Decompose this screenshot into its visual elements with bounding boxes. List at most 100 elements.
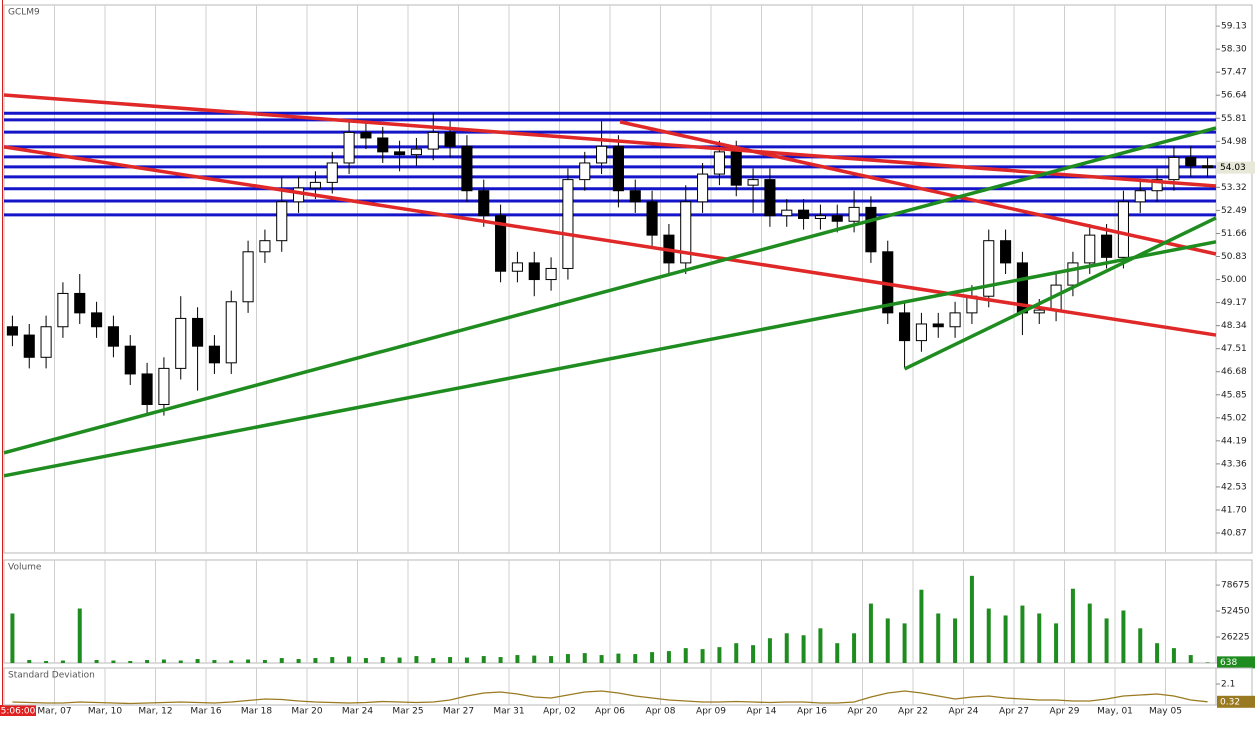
candle-body xyxy=(899,312,911,342)
y-tick-label: 26225 xyxy=(1221,633,1250,643)
candle-body xyxy=(781,209,793,217)
volume-bar xyxy=(161,659,166,663)
volume-bar xyxy=(666,651,671,663)
volume-bar xyxy=(767,638,772,663)
candle-body xyxy=(764,179,776,217)
candle-body xyxy=(394,151,406,156)
candle-body xyxy=(983,240,995,297)
y-tick-label: 50.83 xyxy=(1221,252,1247,262)
volume-bar xyxy=(414,656,419,663)
y-tick-label: 53.32 xyxy=(1221,183,1247,193)
candle-body xyxy=(545,267,557,281)
volume-bar xyxy=(532,655,537,663)
volume-bar xyxy=(195,659,200,663)
trendline xyxy=(3,126,1217,455)
volume-bar xyxy=(1188,655,1193,663)
volume-bar xyxy=(1155,643,1160,663)
y-tick-label: 52450 xyxy=(1221,607,1250,617)
candle-body xyxy=(1067,262,1079,286)
x-tick-label: Apr 27 xyxy=(999,707,1029,717)
y-tick-label: 46.68 xyxy=(1221,367,1247,377)
trendline xyxy=(3,240,1217,478)
x-tick-label: Mar 31 xyxy=(493,707,524,717)
candle-body xyxy=(495,215,507,272)
volume-bar xyxy=(178,660,183,663)
candle-body xyxy=(1185,156,1197,167)
volume-bar xyxy=(44,661,49,663)
panel-title: Volume xyxy=(8,563,42,573)
y-tick-label: 51.66 xyxy=(1221,229,1247,239)
candle-body xyxy=(798,209,810,219)
trendline xyxy=(903,216,1217,371)
volume-bar xyxy=(229,660,234,663)
y-tick-label: 48.34 xyxy=(1221,321,1247,331)
candle-body xyxy=(410,148,422,156)
volume-bar xyxy=(633,654,638,663)
candle-body xyxy=(848,206,860,222)
volume-bar xyxy=(431,658,436,663)
x-tick-label: Mar, 10 xyxy=(88,707,122,717)
x-tick-label: Apr, 02 xyxy=(543,707,576,717)
candle-body xyxy=(1101,234,1113,258)
volume-bar xyxy=(448,657,453,663)
candle-body xyxy=(276,201,288,242)
volume-bar xyxy=(565,654,570,663)
panel-frame xyxy=(3,667,1253,706)
x-tick-label: Mar, 07 xyxy=(37,707,71,717)
volume-bar xyxy=(60,660,65,663)
trendline xyxy=(619,120,1217,256)
y-tick-label: 54.98 xyxy=(1221,137,1247,147)
volume-bar xyxy=(212,660,217,663)
volume-bar xyxy=(953,618,958,663)
y-tick-label: 44.19 xyxy=(1221,436,1247,446)
volume-bar xyxy=(616,653,621,663)
last-value-box xyxy=(1217,695,1255,708)
candle-body xyxy=(1168,156,1180,181)
volume-bar xyxy=(94,660,99,663)
y-tick-label: 78675 xyxy=(1221,581,1250,591)
candle-body xyxy=(612,145,624,192)
last-value-box xyxy=(1217,161,1255,174)
volume-bar xyxy=(27,660,32,663)
x-tick-label: Apr 16 xyxy=(797,707,827,717)
x-tick-label: Apr 22 xyxy=(898,707,928,717)
volume-bar xyxy=(1037,613,1042,663)
last-value-label: 54.03 xyxy=(1220,163,1246,173)
volume-bar xyxy=(751,645,756,663)
volume-bar xyxy=(717,647,722,663)
candle-body xyxy=(915,323,927,342)
volume-bar xyxy=(1020,605,1025,663)
y-tick-label: 45.85 xyxy=(1221,390,1247,400)
volume-bar xyxy=(1003,615,1008,663)
x-tick-label: Mar 27 xyxy=(443,707,474,717)
volume-bar xyxy=(498,657,503,663)
candle-body xyxy=(932,323,944,328)
panel-title: GCLM9 xyxy=(8,8,40,18)
candle-body xyxy=(74,292,86,314)
x-tick-label: Mar 24 xyxy=(342,707,374,717)
volume-bar xyxy=(481,656,486,663)
candle-body xyxy=(158,367,170,405)
candle-body xyxy=(309,181,321,189)
x-tick-label: Apr 20 xyxy=(848,707,878,717)
candle-body xyxy=(1000,240,1012,264)
candle-body xyxy=(814,215,826,219)
volume-bar xyxy=(1171,648,1176,663)
volume-bar xyxy=(852,633,857,663)
x-tick-label: Apr 06 xyxy=(595,707,625,717)
volume-bar xyxy=(1121,610,1126,663)
candle-body xyxy=(6,326,18,336)
candle-body xyxy=(208,345,220,364)
volume-bar xyxy=(1205,662,1210,663)
y-tick-label: 59.13 xyxy=(1221,22,1247,32)
y-tick-label: 55.81 xyxy=(1221,114,1247,124)
y-tick-label: 2.1 xyxy=(1221,680,1235,690)
panel-frame xyxy=(3,4,1253,554)
candle-body xyxy=(1134,190,1146,203)
candle-body xyxy=(747,179,759,186)
volume-bar xyxy=(279,658,284,663)
x-tick-label: Apr 14 xyxy=(747,707,777,717)
panel-title: Standard Deviation xyxy=(8,671,95,681)
y-tick-label: 40.87 xyxy=(1221,529,1247,539)
